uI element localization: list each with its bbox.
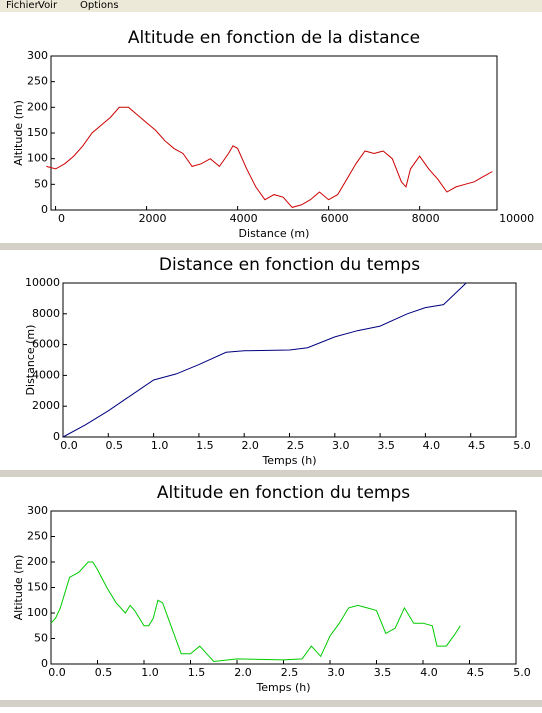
chart-title: Altitude en fonction du temps xyxy=(157,483,410,503)
y-tick-label: 4000 xyxy=(32,368,60,381)
x-tick-label: 3.0 xyxy=(327,666,345,679)
x-tick-label: 2.0 xyxy=(241,439,259,452)
plot-area xyxy=(62,282,517,438)
x-tick-label: 5.0 xyxy=(513,439,531,452)
data-line xyxy=(62,282,467,438)
y-tick-label: 0 xyxy=(53,430,60,443)
plot-area xyxy=(50,510,517,665)
charts: Altitude en fonction de la distance 0 50 10… xyxy=(0,28,542,707)
x-tick-label: 4000 xyxy=(230,212,258,225)
y-tick-label: 0 xyxy=(41,657,48,670)
menu-item[interactable]: Options xyxy=(80,0,119,11)
y-tick-label: 2000 xyxy=(32,399,60,412)
y-tick-label: 250 xyxy=(27,530,48,543)
y-tick-label: 50 xyxy=(34,177,48,190)
y-tick-label: 10000 xyxy=(25,276,60,289)
y-tick-label: 150 xyxy=(27,126,48,139)
x-tick-label: 2.5 xyxy=(281,666,299,679)
y-tick-label: 6000 xyxy=(32,338,60,351)
separator xyxy=(0,243,542,250)
x-axis-label: Temps (h) xyxy=(255,681,310,694)
data-line xyxy=(50,561,461,663)
x-axis-label: Distance (m) xyxy=(239,227,310,240)
menu-item[interactable]: Voir xyxy=(38,0,58,11)
chart-title: Altitude en fonction de la distance xyxy=(128,28,420,48)
y-axis-label: Distance (m) xyxy=(24,325,37,396)
y-tick-label: 200 xyxy=(27,100,48,113)
y-axis-label: Altitude (m) xyxy=(12,555,25,621)
chart-title: Distance en fonction du temps xyxy=(159,255,420,275)
plot-area xyxy=(50,55,498,211)
x-tick-label: 0.5 xyxy=(95,666,113,679)
x-tick-label: 1.5 xyxy=(188,666,206,679)
x-tick-label: 0.0 xyxy=(48,666,66,679)
y-tick-label: 300 xyxy=(27,49,48,62)
x-tick-label: 2000 xyxy=(139,212,167,225)
y-tick-label: 8000 xyxy=(32,307,60,320)
x-tick-label: 8000 xyxy=(412,212,440,225)
x-tick-label: 0.0 xyxy=(60,439,78,452)
menu-item[interactable]: Fichier xyxy=(6,0,39,11)
x-axis-label: Temps (h) xyxy=(261,454,316,467)
x-tick-label: 0.5 xyxy=(106,439,124,452)
data-line xyxy=(46,106,493,208)
y-tick-label: 50 xyxy=(34,632,48,645)
x-tick-label: 3.5 xyxy=(377,439,395,452)
menu-bar: Fichier Voir Options xyxy=(0,0,542,12)
separator xyxy=(0,470,542,477)
x-tick-label: 4.5 xyxy=(467,666,485,679)
x-tick-label: 2.0 xyxy=(234,666,252,679)
y-tick-label: 150 xyxy=(27,581,48,594)
x-tick-label: 3.0 xyxy=(332,439,350,452)
y-tick-label: 250 xyxy=(27,75,48,88)
y-tick-label: 200 xyxy=(27,555,48,568)
y-tick-label: 100 xyxy=(27,152,48,165)
y-tick-label: 300 xyxy=(27,504,48,517)
x-tick-label: 4.5 xyxy=(468,439,486,452)
x-tick-label: 5.0 xyxy=(513,666,531,679)
x-tick-label: 1.0 xyxy=(141,666,159,679)
x-tick-label: 3.5 xyxy=(374,666,392,679)
x-tick-label: 1.0 xyxy=(151,439,169,452)
x-tick-label: 2.5 xyxy=(287,439,305,452)
y-axis-label: Altitude (m) xyxy=(12,100,25,166)
y-tick-label: 0 xyxy=(41,203,48,216)
x-tick-label: 4.0 xyxy=(423,439,441,452)
x-tick-label: 6000 xyxy=(321,212,349,225)
y-tick-label: 100 xyxy=(27,606,48,619)
status-bar xyxy=(0,700,542,707)
x-tick-label: 1.5 xyxy=(196,439,214,452)
x-tick-label: 4.0 xyxy=(420,666,438,679)
x-tick-label: 10000 xyxy=(499,212,534,225)
x-tick-label: 0 xyxy=(58,212,65,225)
